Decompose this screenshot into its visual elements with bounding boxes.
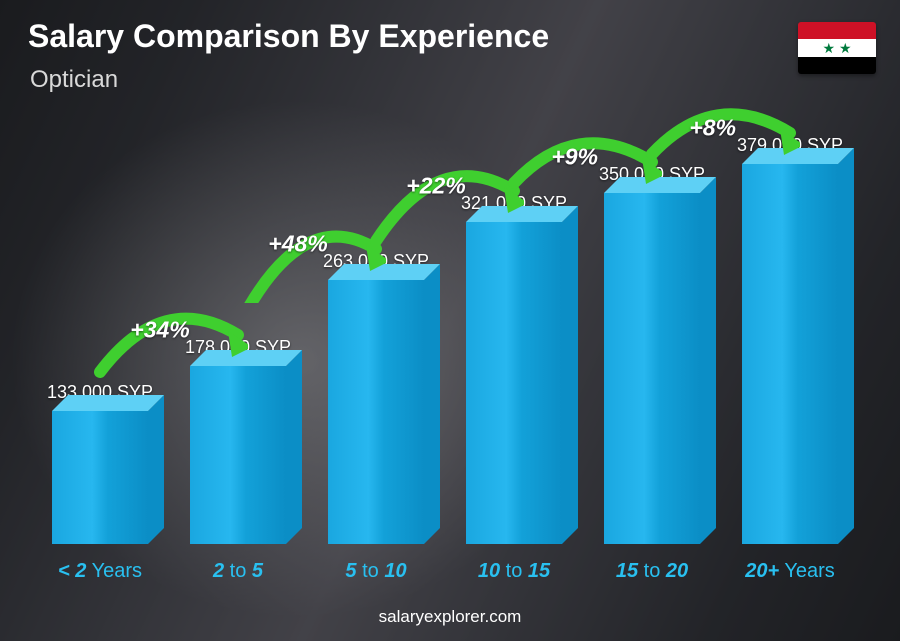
bar [742,164,838,544]
flag-stripe-top [798,22,876,39]
category-label: 2 to 5 [213,560,263,583]
bar [328,280,424,544]
chart-column: 321,000 SYP10 to 15 [452,193,576,583]
chart-column: 350,000 SYP15 to 20 [590,164,714,583]
chart-column: 263,000 SYP5 to 10 [314,251,438,583]
flag-stars: ★ ★ [798,39,876,56]
bar [190,366,286,544]
country-flag-icon: ★ ★ [798,22,876,74]
category-label: 5 to 10 [345,560,406,583]
bar [52,411,148,544]
chart-column: 133,000 SYP< 2 Years [38,382,162,583]
chart-column: 379,000 SYP20+ Years [728,135,852,583]
chart-column: 178,000 SYP2 to 5 [176,337,300,583]
bar [604,193,700,544]
flag-stripe-bottom [798,57,876,74]
salary-bar-chart: 133,000 SYP< 2 Years178,000 SYP2 to 5263… [38,113,852,583]
flag-stripe-middle: ★ ★ [798,39,876,56]
footer-credit: salaryexplorer.com [0,607,900,627]
category-label: < 2 Years [58,560,142,583]
category-label: 15 to 20 [616,560,688,583]
page-subtitle: Optician [30,66,118,94]
category-label: 10 to 15 [478,560,550,583]
bar [466,222,562,544]
page-title: Salary Comparison By Experience [28,18,549,55]
category-label: 20+ Years [745,560,835,583]
